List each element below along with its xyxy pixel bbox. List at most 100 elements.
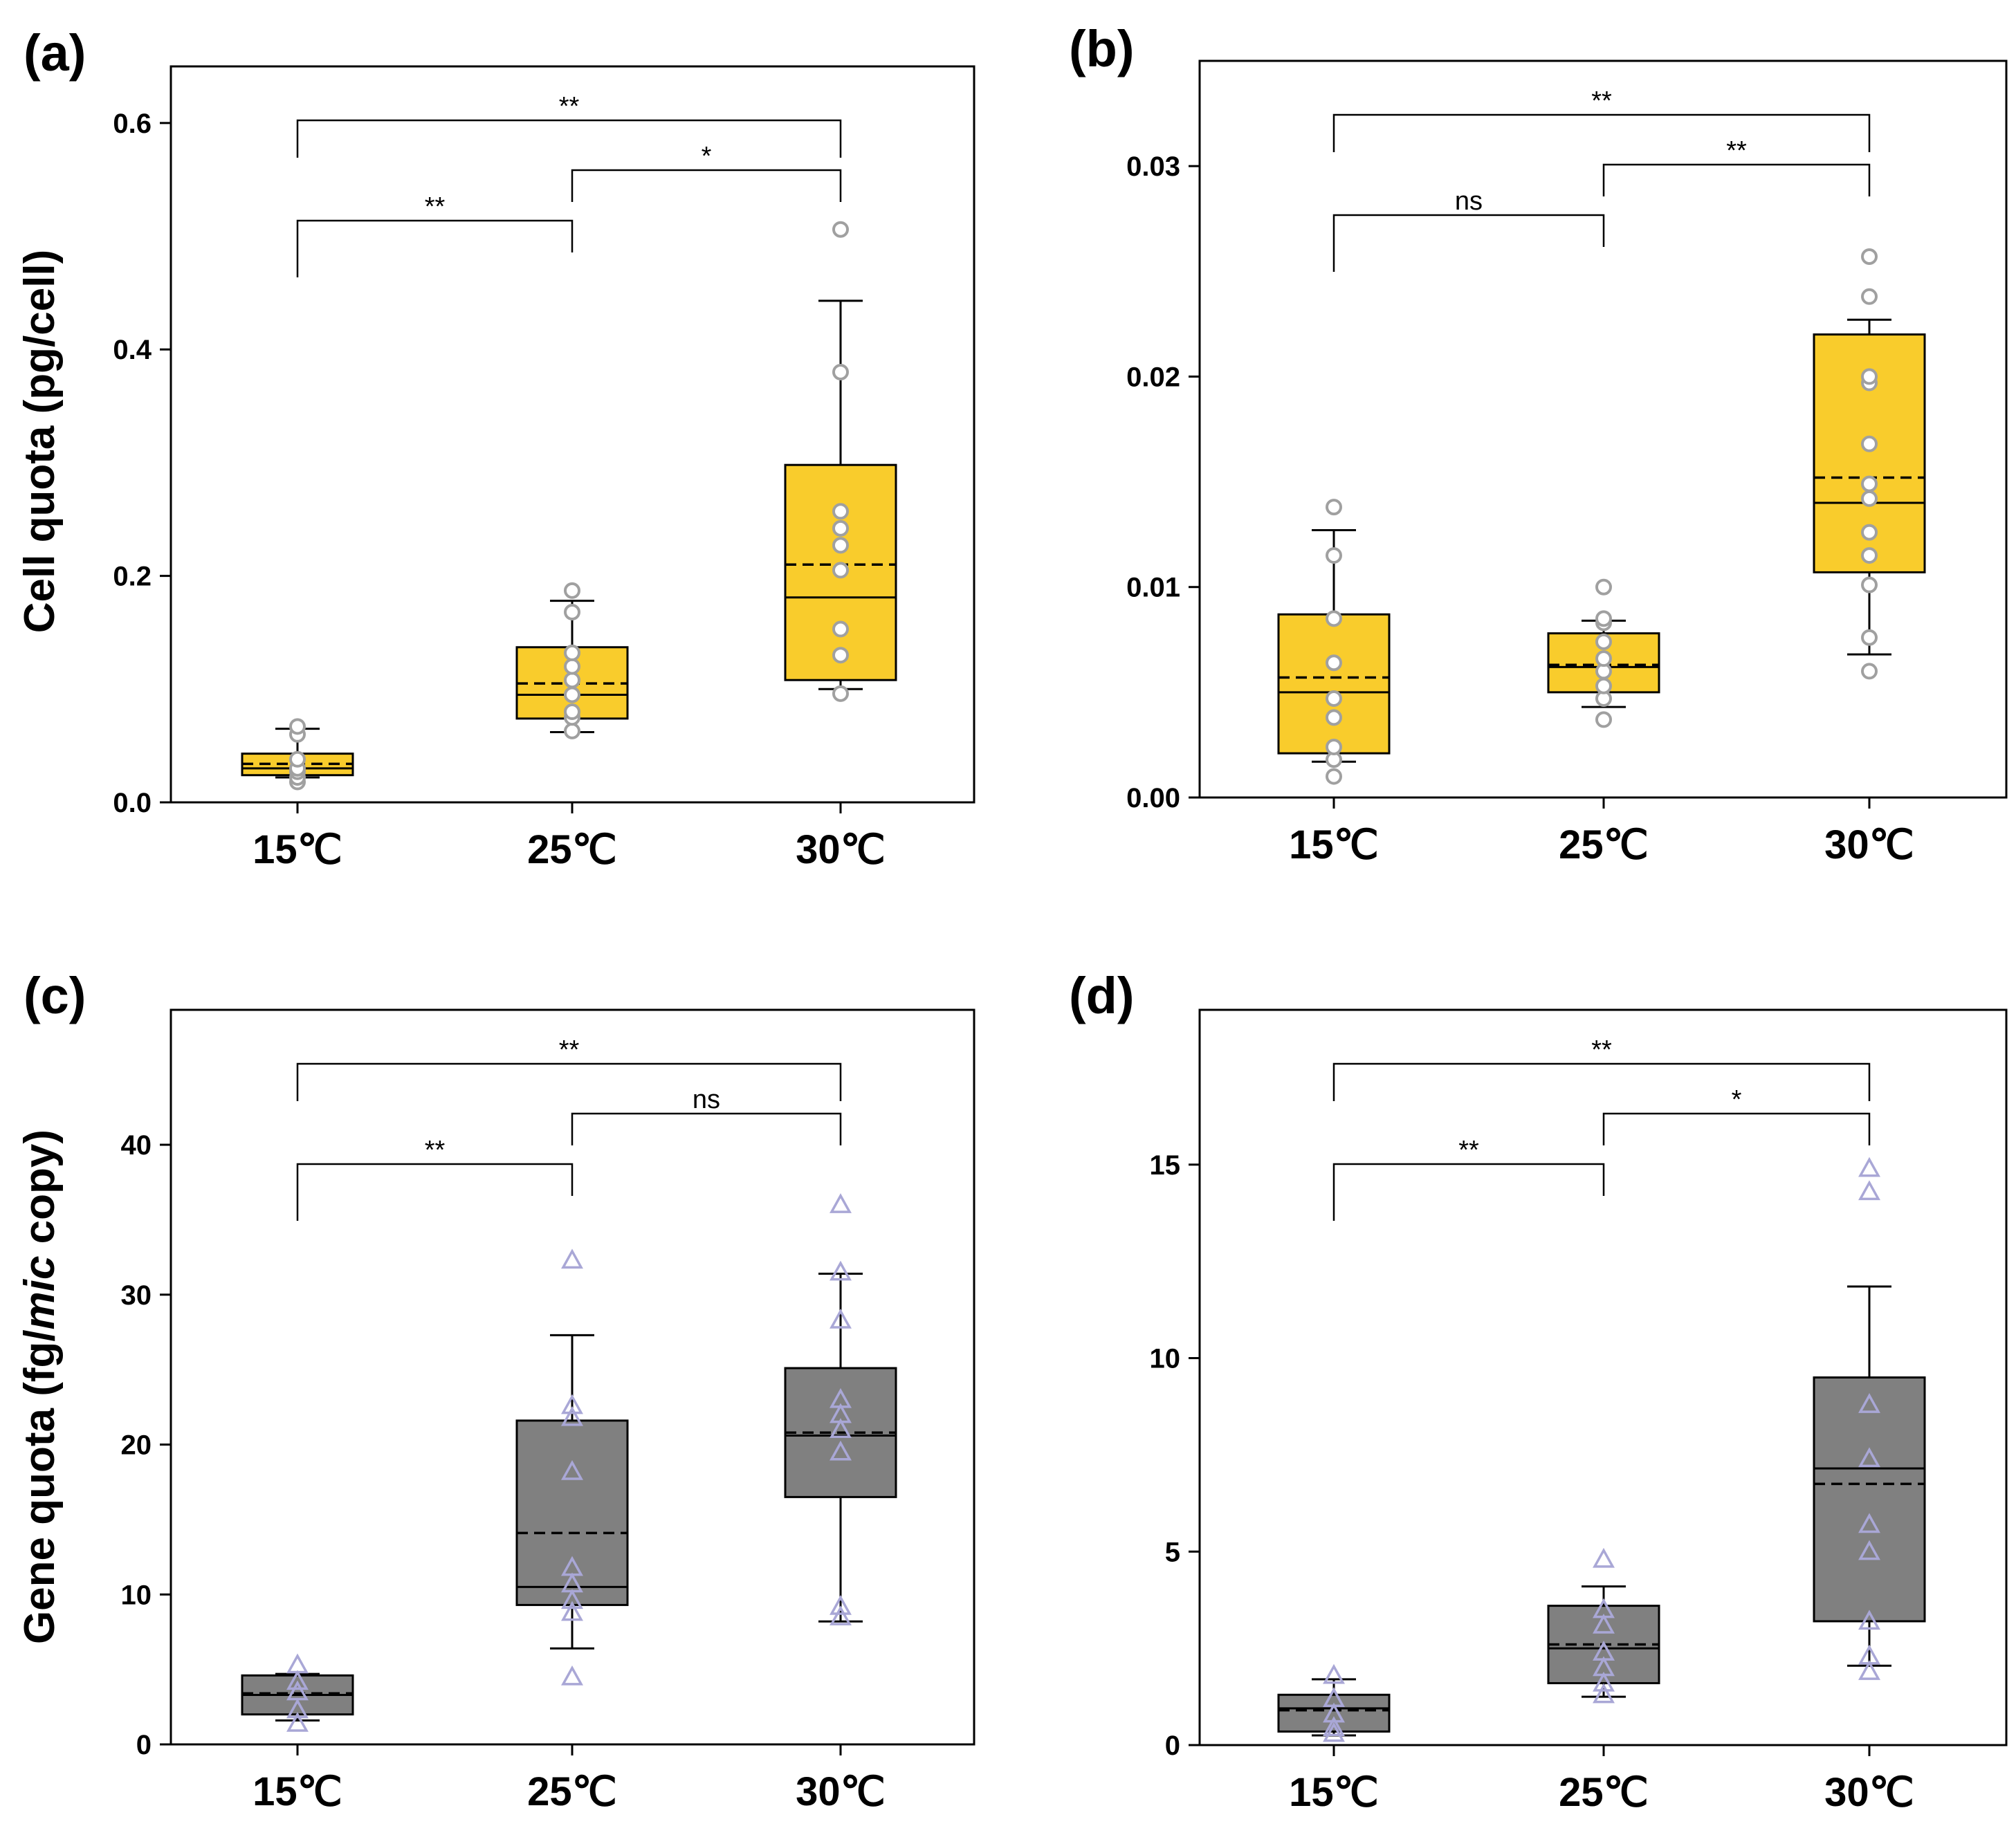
- significance-label: *: [702, 142, 712, 171]
- y-tick-label: 0.6: [113, 109, 152, 139]
- panel-b: (b) 0.00 0.01 0.02 0.03 15℃ 25℃ 30℃ ** ** ns: [1069, 20, 2008, 867]
- panel-label: (b): [1069, 20, 1135, 77]
- data-point: [1593, 1671, 1615, 1692]
- significance-label: **: [1726, 136, 1747, 165]
- box: [1277, 613, 1391, 755]
- significance-bracket: *: [571, 142, 842, 202]
- panels: (a)0.00.20.40.615℃ 25℃ 30℃*****(b)0.000.01…: [24, 20, 2008, 1815]
- data-point: [1861, 547, 1878, 564]
- data-point: [564, 644, 580, 661]
- data-point: [1595, 711, 1612, 728]
- y-tick-label: 30: [121, 1280, 152, 1311]
- data-point: [1861, 368, 1878, 385]
- data-point: [832, 519, 849, 537]
- data-point: [564, 686, 580, 703]
- y-axis-label-bottom: Gene quota (fg/mic copy): [16, 1129, 64, 1644]
- bracket-line: [571, 169, 842, 202]
- data-point: [1858, 1610, 1880, 1630]
- data-point: [1323, 1722, 1345, 1742]
- data-point: [1861, 629, 1878, 646]
- data-point: [1595, 578, 1612, 596]
- data-point: [289, 750, 306, 768]
- data-point: [1858, 1447, 1880, 1468]
- x-tick-label: 30℃: [1824, 822, 1914, 867]
- x-tick-label: 25℃: [1559, 1770, 1649, 1815]
- panel-label: (c): [24, 967, 86, 1024]
- significance-bracket: ns: [571, 1085, 842, 1145]
- data-point: [1593, 1683, 1615, 1704]
- data-point: [1861, 248, 1878, 265]
- data-point: [1593, 1613, 1615, 1634]
- data-point: [564, 582, 580, 599]
- data-point: [1858, 1540, 1880, 1560]
- data-point: [1326, 547, 1342, 564]
- panel-c: (c) 0 10 20 30 40 15℃ 25℃ 30℃ ** ns **: [24, 967, 975, 1814]
- x-tick-label: 25℃: [527, 1769, 617, 1814]
- y-tick-label: 0.2: [113, 562, 152, 592]
- x-tick-label: 15℃: [1289, 822, 1379, 867]
- data-point: [1861, 490, 1878, 507]
- data-point: [1323, 1702, 1345, 1723]
- y-tick-label: 0.01: [1126, 573, 1180, 603]
- y-tick-label: 5: [1165, 1537, 1180, 1567]
- data-point: [561, 1248, 583, 1269]
- data-point: [1858, 1180, 1880, 1201]
- data-point: [561, 1589, 583, 1610]
- data-point: [830, 1440, 852, 1461]
- y-tick-label: 15: [1150, 1150, 1181, 1181]
- bracket-line: [1332, 1062, 1871, 1101]
- data-point: [564, 703, 580, 721]
- bracket-line: [1602, 163, 1871, 196]
- data-point: [832, 503, 849, 520]
- box-group: [1277, 499, 1391, 785]
- data-point: [830, 1403, 852, 1423]
- data-point: [832, 685, 849, 702]
- data-point: [286, 1670, 309, 1690]
- data-point: [1593, 1598, 1615, 1619]
- x-tick-label: 30℃: [1824, 1770, 1914, 1815]
- y-axis-label-bottom-suffix: copy): [16, 1129, 64, 1256]
- y-tick-label: 10: [1150, 1344, 1181, 1374]
- data-point: [561, 1405, 583, 1426]
- significance-label: **: [425, 192, 446, 221]
- data-point: [830, 1260, 852, 1281]
- data-point: [561, 1572, 583, 1593]
- data-point: [286, 1653, 309, 1674]
- data-point: [1326, 709, 1342, 726]
- data-point: [564, 722, 580, 739]
- bracket-line: [1332, 1163, 1605, 1221]
- y-tick-label: 40: [121, 1130, 152, 1161]
- significance-bracket: **: [1602, 136, 1871, 196]
- y-axis-label-bottom-italic: mic: [16, 1256, 64, 1330]
- panel-a: (a)0.00.20.40.615℃ 25℃ 30℃*****: [24, 24, 975, 872]
- box-group: [1813, 1156, 1926, 1680]
- significance-label: ns: [693, 1085, 720, 1114]
- significance-label: **: [559, 1035, 580, 1064]
- data-point: [564, 603, 580, 620]
- data-point: [1861, 576, 1878, 593]
- data-point: [1323, 1663, 1345, 1684]
- y-tick-label: 10: [121, 1580, 152, 1610]
- data-point: [1326, 738, 1342, 755]
- panel-label: (a): [24, 24, 86, 82]
- significance-bracket: **: [1332, 1136, 1605, 1221]
- data-point: [561, 1394, 583, 1414]
- significance-label: **: [559, 92, 580, 121]
- y-tick-label: 0.0: [113, 788, 152, 818]
- data-point: [1861, 435, 1878, 452]
- data-point: [1326, 610, 1342, 627]
- x-tick-label: 25℃: [1559, 822, 1649, 867]
- box-group: [1547, 1547, 1660, 1704]
- significance-bracket: **: [296, 1136, 574, 1221]
- y-axis-label-top: Cell quota (pg/cell): [16, 250, 64, 634]
- significance-label: **: [1458, 1136, 1479, 1165]
- data-point: [1858, 1156, 1880, 1177]
- data-point: [832, 562, 849, 579]
- x-tick-label: 15℃: [253, 1769, 342, 1814]
- significance-bracket: **: [296, 1035, 842, 1101]
- data-point: [1595, 633, 1612, 650]
- significance-label: **: [1591, 86, 1612, 116]
- data-point: [1593, 1641, 1615, 1661]
- y-tick-label: 0.00: [1126, 783, 1180, 813]
